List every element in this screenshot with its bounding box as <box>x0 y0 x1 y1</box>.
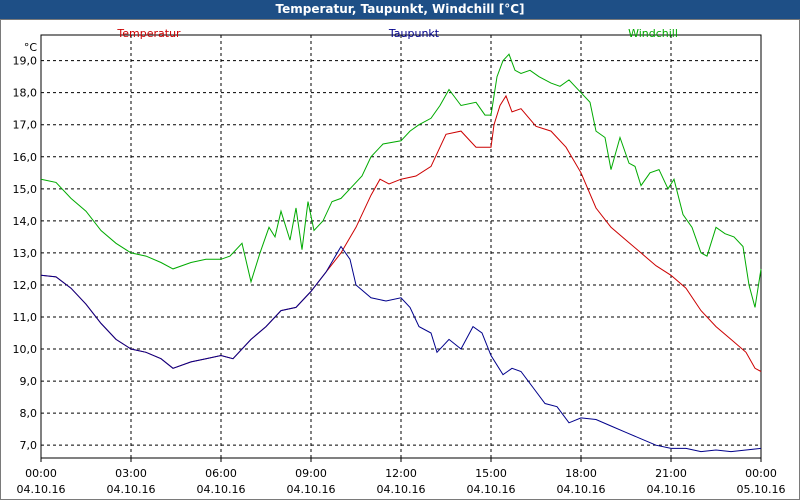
x-tick-time-label: 21:00 <box>655 467 687 480</box>
y-tick-label: 8,0 <box>20 407 38 420</box>
y-tick-label: 18,0 <box>13 87 38 100</box>
series-line-taupunkt <box>40 245 762 453</box>
legend-temperatur: Temperatur <box>116 27 181 40</box>
y-tick-label: 9,0 <box>20 375 38 388</box>
y-axis-unit-label: °C <box>24 41 38 54</box>
x-tick-time-label: 15:00 <box>475 467 507 480</box>
x-tick-time-label: 09:00 <box>295 467 327 480</box>
x-tick-time-label: 00:00 <box>25 467 57 480</box>
x-tick-date-label: 04.10.16 <box>557 483 606 496</box>
grid-lines <box>41 35 761 458</box>
y-tick-label: 13,0 <box>13 247 38 260</box>
x-tick-time-label: 12:00 <box>385 467 417 480</box>
y-tick-label: 11,0 <box>13 311 38 324</box>
y-tick-label: 17,0 <box>13 119 38 132</box>
x-tick-date-label: 04.10.16 <box>197 483 246 496</box>
legend: Temperatur Taupunkt Windchill <box>116 27 678 40</box>
x-tick-date-label: 04.10.16 <box>17 483 66 496</box>
y-tick-label: 7,0 <box>20 439 38 452</box>
x-tick-date-label: 04.10.16 <box>467 483 516 496</box>
y-tick-label: 14,0 <box>13 215 38 228</box>
series-lines <box>40 53 762 453</box>
legend-taupunkt: Taupunkt <box>388 27 440 40</box>
x-tick-time-label: 03:00 <box>115 467 147 480</box>
tick-labels: 7,0 8,0 9,0 10,0 11,0 12,0 13,0 14,0 15,0 16,0 17,… <box>13 41 786 496</box>
x-tick-time-label: 18:00 <box>565 467 597 480</box>
x-tick-date-label: 04.10.16 <box>107 483 156 496</box>
y-tick-label: 16,0 <box>13 151 38 164</box>
chart-frame: Temperatur Taupunkt Windchill 7,0 8,0 9,0 10,… <box>0 19 800 500</box>
line-chart: Temperatur Taupunkt Windchill 7,0 8,0 9,0 10,… <box>13 27 786 496</box>
x-tick-date-label: 04.10.16 <box>377 483 426 496</box>
series-line-windchill <box>40 53 762 308</box>
y-tick-label: 10,0 <box>13 343 38 356</box>
plot-border <box>40 34 762 459</box>
chart-title: Temperatur, Taupunkt, Windchill [°C] <box>275 2 525 16</box>
x-tick-time-label: 00:00 <box>745 467 777 480</box>
y-tick-label: 19,0 <box>13 55 38 68</box>
y-tick-label: 15,0 <box>13 183 38 196</box>
x-tick-date-label: 04.10.16 <box>287 483 336 496</box>
y-tick-label: 12,0 <box>13 279 38 292</box>
legend-windchill: Windchill <box>628 27 678 40</box>
x-tick-date-label: 04.10.16 <box>647 483 696 496</box>
x-tick-time-label: 06:00 <box>205 467 237 480</box>
chart-title-bar: Temperatur, Taupunkt, Windchill [°C] <box>0 0 800 19</box>
x-tick-date-label: 05.10.16 <box>737 483 786 496</box>
axes <box>40 34 762 462</box>
